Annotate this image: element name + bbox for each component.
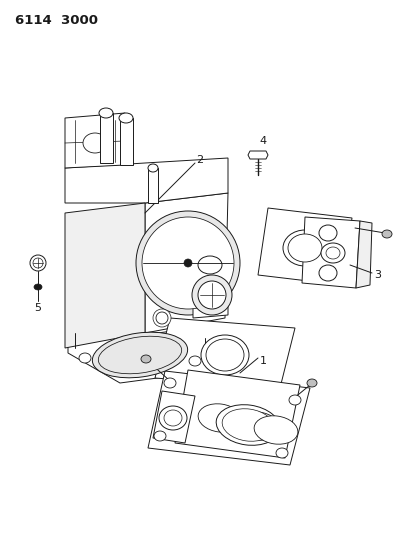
Ellipse shape xyxy=(236,412,280,440)
Ellipse shape xyxy=(92,332,188,378)
Ellipse shape xyxy=(136,211,240,315)
Ellipse shape xyxy=(189,356,201,366)
Polygon shape xyxy=(248,151,268,159)
Ellipse shape xyxy=(192,275,232,315)
Text: 5: 5 xyxy=(35,303,42,313)
Ellipse shape xyxy=(254,416,298,444)
Polygon shape xyxy=(193,273,228,318)
Ellipse shape xyxy=(98,336,182,374)
Text: 2: 2 xyxy=(196,155,204,165)
Ellipse shape xyxy=(276,448,288,458)
Ellipse shape xyxy=(198,256,222,274)
Ellipse shape xyxy=(33,258,43,268)
Ellipse shape xyxy=(83,133,107,153)
Ellipse shape xyxy=(184,259,192,267)
Polygon shape xyxy=(258,208,352,285)
Polygon shape xyxy=(302,217,360,288)
Ellipse shape xyxy=(307,379,317,387)
Ellipse shape xyxy=(119,113,133,123)
Ellipse shape xyxy=(222,409,274,441)
Ellipse shape xyxy=(321,243,345,263)
Ellipse shape xyxy=(289,395,301,405)
Ellipse shape xyxy=(164,378,176,388)
Ellipse shape xyxy=(319,265,337,281)
Ellipse shape xyxy=(142,217,234,309)
Ellipse shape xyxy=(156,312,168,324)
Ellipse shape xyxy=(99,108,113,118)
Ellipse shape xyxy=(206,339,244,371)
Ellipse shape xyxy=(34,284,42,290)
Ellipse shape xyxy=(283,230,327,266)
Polygon shape xyxy=(148,371,310,465)
Text: 3: 3 xyxy=(375,270,381,280)
Polygon shape xyxy=(145,193,228,333)
Ellipse shape xyxy=(198,404,242,432)
Polygon shape xyxy=(120,118,133,165)
Polygon shape xyxy=(68,328,215,383)
Ellipse shape xyxy=(216,405,280,445)
Ellipse shape xyxy=(154,431,166,441)
Polygon shape xyxy=(153,391,195,443)
Ellipse shape xyxy=(198,281,226,309)
Polygon shape xyxy=(100,113,113,163)
Polygon shape xyxy=(155,318,295,388)
Ellipse shape xyxy=(159,406,187,430)
Text: 1: 1 xyxy=(259,356,266,366)
Ellipse shape xyxy=(319,225,337,241)
Polygon shape xyxy=(356,221,372,288)
Ellipse shape xyxy=(218,408,262,436)
Ellipse shape xyxy=(79,353,91,363)
Ellipse shape xyxy=(382,230,392,238)
Ellipse shape xyxy=(288,234,322,262)
Ellipse shape xyxy=(201,335,249,375)
Ellipse shape xyxy=(148,164,158,172)
Polygon shape xyxy=(148,168,158,203)
Ellipse shape xyxy=(164,410,182,426)
Polygon shape xyxy=(65,203,145,348)
Text: 6114  3000: 6114 3000 xyxy=(15,14,98,27)
Ellipse shape xyxy=(141,355,151,363)
Ellipse shape xyxy=(30,255,46,271)
Ellipse shape xyxy=(153,309,171,327)
Polygon shape xyxy=(65,158,228,203)
Text: 4: 4 xyxy=(259,136,266,146)
Ellipse shape xyxy=(326,247,340,259)
Polygon shape xyxy=(175,370,300,458)
Polygon shape xyxy=(65,113,125,168)
